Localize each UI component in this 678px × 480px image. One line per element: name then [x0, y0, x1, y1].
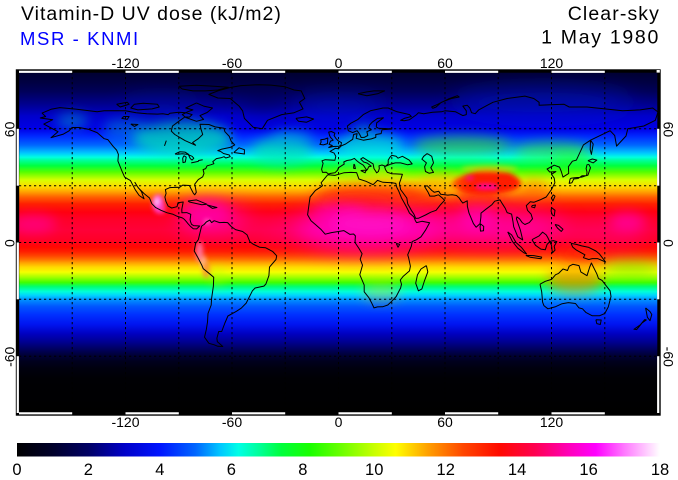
- svg-text:2: 2: [84, 461, 93, 479]
- svg-text:-60: -60: [222, 55, 242, 71]
- svg-text:Vitamin-D UV dose (kJ/m2): Vitamin-D UV dose (kJ/m2): [21, 3, 282, 25]
- svg-text:-120: -120: [111, 414, 139, 430]
- svg-text:Clear-sky: Clear-sky: [568, 3, 660, 25]
- svg-text:60: 60: [2, 121, 18, 137]
- svg-text:120: 120: [540, 414, 564, 430]
- svg-text:120: 120: [540, 55, 564, 71]
- svg-text:60: 60: [437, 414, 453, 430]
- svg-text:-60: -60: [222, 414, 242, 430]
- svg-text:MSR - KNMI: MSR - KNMI: [20, 28, 140, 49]
- svg-text:10: 10: [365, 461, 383, 479]
- svg-text:-60: -60: [2, 346, 18, 366]
- svg-text:-60: -60: [660, 347, 676, 367]
- svg-text:-120: -120: [111, 55, 139, 71]
- svg-text:0: 0: [12, 461, 21, 479]
- svg-text:0: 0: [335, 414, 343, 430]
- svg-text:18: 18: [651, 461, 669, 479]
- svg-text:8: 8: [298, 461, 307, 479]
- svg-text:4: 4: [155, 461, 164, 479]
- svg-text:0: 0: [2, 239, 18, 247]
- svg-text:14: 14: [508, 461, 526, 479]
- svg-text:0: 0: [335, 55, 343, 71]
- svg-text:60: 60: [660, 122, 676, 138]
- svg-text:6: 6: [227, 461, 236, 479]
- svg-text:60: 60: [437, 55, 453, 71]
- svg-text:16: 16: [579, 461, 597, 479]
- svg-text:12: 12: [437, 461, 455, 479]
- svg-text:1 May 1980: 1 May 1980: [541, 27, 660, 49]
- svg-text:0: 0: [660, 239, 676, 247]
